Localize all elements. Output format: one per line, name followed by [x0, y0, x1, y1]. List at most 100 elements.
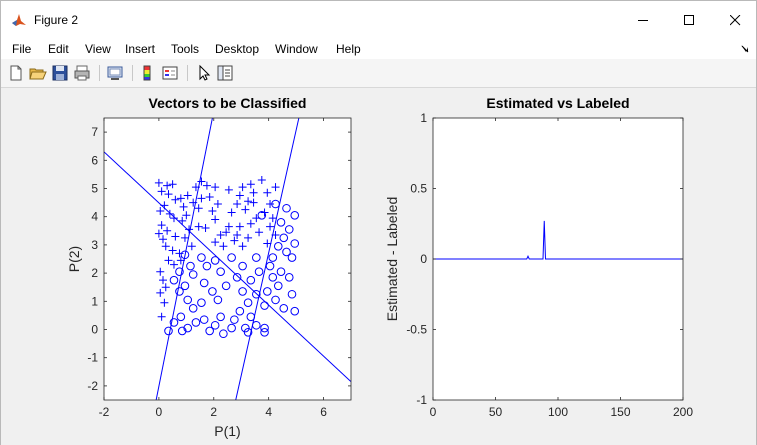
circle-point	[210, 320, 220, 330]
circle-point	[252, 320, 261, 330]
plus-point	[238, 242, 247, 251]
plus-point	[160, 201, 169, 210]
plus-point	[171, 195, 180, 204]
x-tick-label: 100	[548, 405, 568, 419]
circle-point	[177, 326, 187, 336]
plus-point	[241, 205, 250, 214]
circle-point	[227, 253, 236, 262]
plus-point	[165, 209, 174, 218]
circle-point	[221, 281, 231, 291]
menu-view[interactable]: View	[85, 42, 111, 56]
y-tick-label: 7	[91, 125, 98, 139]
circle-point	[290, 210, 300, 220]
colorbar-icon[interactable]	[139, 64, 157, 82]
close-button[interactable]	[712, 1, 757, 39]
plus-point	[159, 276, 168, 285]
circle-point	[208, 287, 217, 296]
plus-point	[238, 183, 247, 192]
plus-point	[168, 246, 177, 255]
plus-point	[169, 214, 178, 223]
plus-point	[171, 232, 180, 241]
circle-point	[199, 278, 209, 288]
scatter-x-label: P(1)	[214, 423, 240, 439]
plus-point	[182, 211, 191, 220]
y-tick-label: 0	[91, 323, 98, 337]
circle-point	[235, 306, 245, 316]
pointer-icon[interactable]	[194, 64, 212, 82]
plus-point	[194, 204, 203, 213]
plus-point	[244, 233, 253, 242]
plus-point	[154, 178, 163, 187]
x-tick-label: 0	[156, 405, 163, 419]
circle-point	[279, 233, 289, 243]
scatter-plot-area	[104, 118, 351, 400]
menu-help[interactable]: Help	[336, 42, 361, 56]
circle-point	[260, 328, 269, 337]
menu-tools[interactable]: Tools	[171, 42, 200, 56]
circle-point	[282, 247, 291, 257]
x-tick-label: 2	[210, 405, 217, 419]
circle-point	[186, 261, 195, 271]
print-icon[interactable]	[73, 64, 91, 82]
circle-point	[175, 267, 184, 276]
scatter-y-label: P(2)	[66, 246, 82, 272]
error-title: Estimated vs Labeled	[486, 95, 629, 111]
circle-point	[265, 261, 275, 271]
y-tick-label: -1	[87, 351, 98, 365]
plus-point	[271, 183, 280, 192]
plus-point	[213, 200, 222, 209]
circle-point	[216, 312, 225, 322]
scatter-x-ticks: -2 0 2 4 6	[99, 118, 327, 419]
plus-point	[169, 260, 178, 269]
minimize-button[interactable]	[620, 1, 666, 39]
circle-point	[232, 273, 242, 282]
new-figure-icon[interactable]	[7, 64, 25, 82]
circle-point	[219, 329, 228, 339]
plus-point	[266, 200, 275, 209]
menu-window[interactable]: Window	[275, 42, 318, 56]
maximize-icon	[684, 15, 694, 25]
link-figure-icon[interactable]	[106, 64, 124, 82]
circle-point	[164, 326, 173, 336]
plus-point	[168, 180, 177, 189]
plus-point	[201, 223, 210, 232]
circle-point	[271, 295, 280, 305]
decision-line	[235, 118, 300, 400]
menu-file[interactable]: File	[12, 42, 32, 56]
menu-edit[interactable]: Edit	[48, 42, 69, 56]
circle-point	[260, 301, 269, 310]
circle-point	[175, 287, 184, 296]
plus-point	[159, 235, 168, 244]
plus-point	[157, 221, 166, 230]
y-tick-label: 0.5	[410, 182, 427, 196]
plus-point	[216, 231, 225, 240]
circle-point	[268, 273, 278, 282]
plus-point	[180, 233, 189, 242]
dock-arrow-icon[interactable]	[741, 45, 749, 53]
open-file-icon[interactable]	[29, 64, 47, 82]
maximize-button[interactable]	[666, 1, 712, 39]
circle-point	[246, 275, 256, 285]
plus-point	[160, 298, 169, 307]
plus-point	[211, 238, 220, 247]
scatter-y-ticks: -2 -1 0 1 2 3 4 5 6 7	[87, 125, 351, 393]
title-bar: Figure 2	[1, 1, 756, 39]
toolbar-separator	[132, 65, 133, 81]
property-editor-icon[interactable]	[216, 64, 234, 82]
y-tick-label: -1	[416, 393, 427, 407]
error-axes[interactable]: Estimated vs Labeled 0 50 100 150 200 -1 -0.5…	[384, 95, 693, 419]
circle-point	[279, 304, 289, 313]
window-title: Figure 2	[34, 13, 79, 27]
circle-point	[284, 273, 294, 282]
menu-desktop[interactable]: Desktop	[215, 42, 260, 56]
legend-icon[interactable]	[161, 64, 179, 82]
scatter-axes[interactable]: Vectors to be Classified -2 0 2 4 6 -2 -1 0 1 2 3…	[66, 95, 352, 439]
circle-point	[238, 261, 247, 271]
save-icon[interactable]	[51, 64, 69, 82]
close-icon	[730, 15, 741, 26]
circle-point	[262, 287, 272, 296]
plus-point	[175, 249, 184, 258]
plus-point	[178, 216, 187, 225]
menu-insert[interactable]: Insert	[125, 42, 156, 56]
